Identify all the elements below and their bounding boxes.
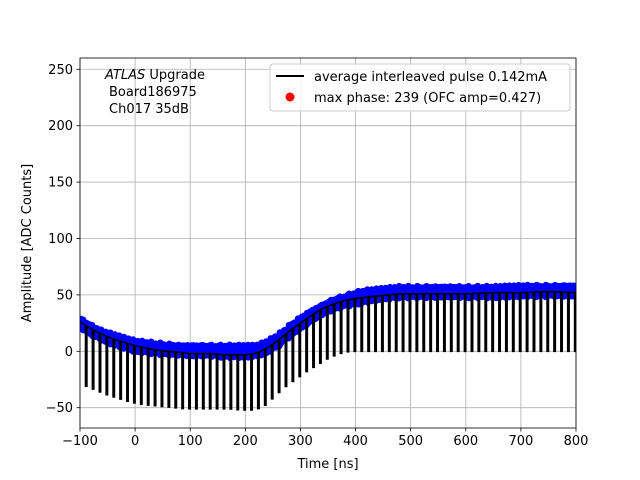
y-tick-label: 0: [65, 345, 73, 360]
legend: average interleaved pulse 0.142mA max ph…: [269, 63, 571, 112]
annotation-line-3: Ch017 35dB: [109, 102, 189, 117]
x-tick-label: 300: [288, 434, 313, 449]
x-tick-label: 0: [131, 434, 139, 449]
annotation-box: ATLAS Upgrade Board186975 Ch017 35dB: [104, 68, 205, 117]
y-tick-label: 50: [56, 288, 73, 303]
x-tick-label: 400: [343, 434, 368, 449]
annotation-atlas-text: ATLAS: [104, 68, 145, 83]
y-axis-ticks: −50 0 50 100 150 200 250: [46, 63, 80, 416]
x-axis-ticks: −100 0 100 200 300 400 500 600 700 800: [62, 428, 588, 449]
legend-marker-swatch: [285, 92, 295, 102]
y-tick-label: −50: [46, 401, 73, 416]
black-pulse-series: [80, 290, 576, 411]
x-tick-label: −100: [62, 434, 98, 449]
x-axis-label: Time [ns]: [296, 457, 358, 472]
y-tick-label: 100: [48, 232, 73, 247]
axes-frame: [79, 57, 577, 429]
pulse-series-line: [80, 290, 576, 411]
annotation-upgrade-text: Upgrade: [145, 68, 205, 83]
x-tick-label: 600: [453, 434, 478, 449]
plot-data: [80, 281, 576, 411]
y-tick-label: 150: [48, 176, 73, 191]
legend-label-pulse: average interleaved pulse 0.142mA: [314, 70, 547, 85]
x-tick-label: 800: [564, 434, 589, 449]
x-tick-label: 200: [233, 434, 258, 449]
y-tick-label: 250: [48, 63, 73, 78]
legend-frame: [269, 63, 571, 112]
x-tick-label: 700: [508, 434, 533, 449]
annotation-line-2: Board186975: [109, 85, 197, 100]
annotation-line-1: ATLAS Upgrade: [104, 68, 205, 83]
x-tick-label: 100: [178, 434, 203, 449]
y-axis-label: Amplitude [ADC Counts]: [20, 164, 35, 322]
y-tick-label: 200: [48, 119, 73, 134]
x-tick-label: 500: [398, 434, 423, 449]
legend-label-max-phase: max phase: 239 (OFC amp=0.427): [314, 91, 541, 106]
